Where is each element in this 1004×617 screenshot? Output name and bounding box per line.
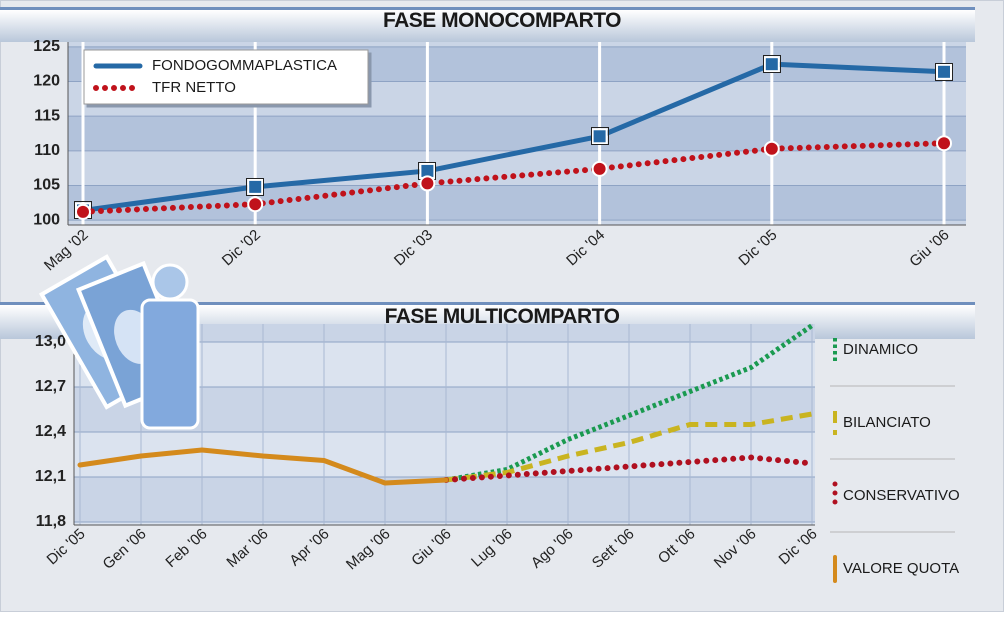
person-body: [142, 300, 198, 428]
y-tick-label: 11,8: [36, 513, 66, 530]
marker: [248, 197, 262, 211]
marker: [76, 205, 90, 219]
band: [68, 116, 966, 151]
marker: [765, 142, 779, 156]
band: [74, 477, 815, 522]
legend-label: DINAMICO: [843, 341, 918, 358]
marker: [593, 162, 607, 176]
legend-label: BILANCIATO: [843, 414, 931, 431]
y-tick-label: 115: [34, 107, 60, 124]
y-tick-label: 105: [33, 177, 60, 194]
legend-label: CONSERVATIVO: [843, 487, 960, 504]
legend-label: VALORE QUOTA: [843, 560, 959, 577]
y-tick-label: 120: [33, 73, 60, 90]
marker: [248, 180, 262, 194]
legend-label: TFR NETTO: [152, 79, 236, 96]
marker: [765, 57, 779, 71]
person-head: [153, 265, 187, 299]
y-tick-label: 12,4: [35, 423, 66, 440]
y-tick-label: 12,1: [35, 468, 66, 485]
y-tick-label: 110: [34, 142, 60, 159]
y-tick-label: 12,7: [35, 378, 66, 395]
marker: [593, 129, 607, 143]
chart: FASE MONOCOMPARTO100105110115120125Mag '…: [0, 0, 1004, 612]
y-tick-label: 100: [33, 211, 60, 228]
marker: [937, 136, 951, 150]
legend-label: FONDOGOMMAPLASTICA: [152, 57, 337, 74]
y-tick-label: 13,0: [35, 333, 66, 350]
y-tick-label: 125: [33, 38, 60, 55]
marker: [937, 65, 951, 79]
band: [68, 185, 966, 220]
marker: [420, 176, 434, 190]
chart-title: FASE MONOCOMPARTO: [383, 9, 621, 32]
